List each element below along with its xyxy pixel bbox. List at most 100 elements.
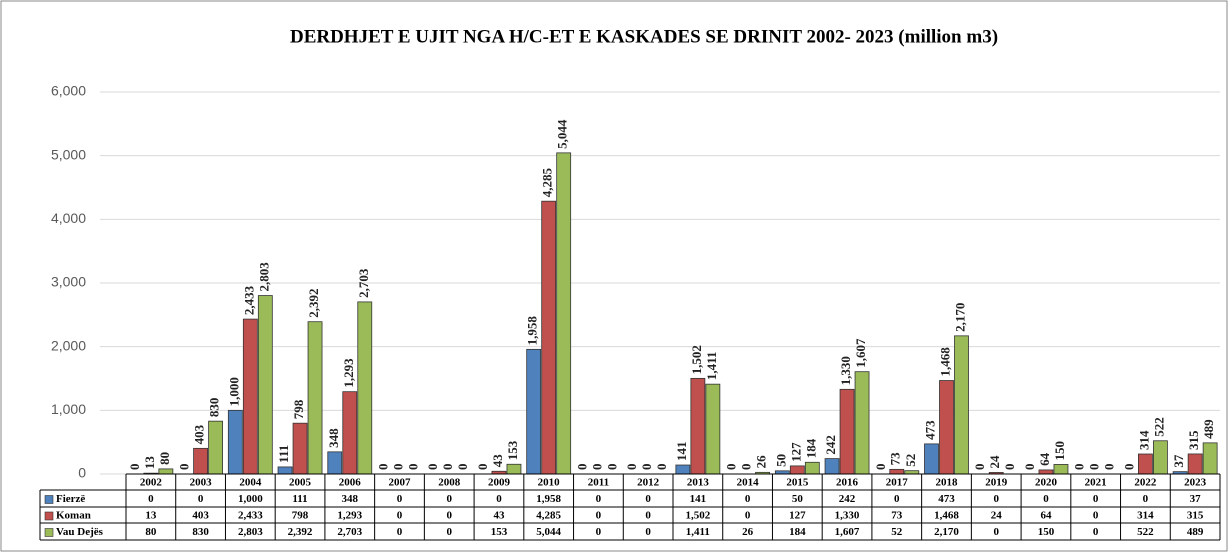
- data-label: 1,958: [525, 316, 540, 346]
- data-label: 2,433: [241, 285, 256, 315]
- table-cell: 0: [446, 493, 452, 505]
- data-label: 0: [425, 464, 440, 471]
- table-cell: 314: [1137, 510, 1154, 522]
- table-cell: 0: [645, 526, 651, 538]
- data-label: 830: [207, 398, 222, 418]
- bar: [257, 295, 273, 475]
- x-tick-label: 2017: [886, 477, 909, 489]
- table-cell: 184: [789, 526, 806, 538]
- data-label: 1,293: [341, 358, 356, 388]
- bar: [208, 420, 223, 475]
- table-cell: 52: [891, 526, 903, 538]
- x-tick-label: 2023: [1184, 477, 1207, 489]
- table-cell: 50: [792, 493, 804, 505]
- data-label: 0: [127, 464, 142, 471]
- x-tick-label: 2011: [588, 477, 609, 489]
- table-cell: 0: [496, 493, 502, 505]
- x-tick-label: 2006: [339, 477, 362, 489]
- data-label: 50: [773, 454, 788, 467]
- bar: [242, 318, 258, 475]
- table-cell: 5,044: [536, 526, 561, 538]
- bar: [1138, 453, 1153, 475]
- y-tick-label: 2,000: [51, 337, 86, 353]
- data-label: 0: [604, 464, 619, 471]
- data-label: 0: [1072, 464, 1087, 471]
- table-cell: 1,958: [536, 493, 561, 505]
- x-tick-label: 2004: [239, 477, 262, 489]
- table-cell: 242: [839, 493, 856, 505]
- data-label: 1,502: [689, 345, 704, 374]
- bar: [1038, 469, 1054, 475]
- table-cell: 489: [1187, 526, 1204, 538]
- data-label: 0: [654, 464, 669, 471]
- bar: [690, 377, 706, 475]
- table-cell: 4,285: [536, 510, 561, 522]
- data-label: 489: [1201, 419, 1216, 439]
- data-label: 2,392: [306, 288, 321, 317]
- data-label: 473: [922, 420, 937, 440]
- data-label: 5,044: [555, 119, 570, 149]
- table-cell: 830: [192, 526, 209, 538]
- table-cell: 37: [1190, 493, 1202, 505]
- table-cell: 80: [145, 526, 157, 538]
- bar: [357, 301, 373, 475]
- table-cell: 522: [1137, 526, 1154, 538]
- legend-key: [44, 495, 54, 504]
- bar: [292, 422, 308, 475]
- bar: [1053, 464, 1069, 475]
- data-label: 0: [1121, 464, 1136, 471]
- bar: [789, 465, 805, 475]
- table-cell: 0: [1093, 510, 1099, 522]
- data-label: 0: [405, 464, 420, 471]
- data-label: 37: [1171, 454, 1186, 468]
- data-label: 1,411: [704, 352, 719, 381]
- x-tick-label: 2007: [389, 477, 412, 489]
- data-label: 43: [490, 454, 505, 468]
- data-label: 150: [1052, 441, 1067, 461]
- data-label: 4,285: [540, 167, 555, 197]
- legend-label: Koman: [56, 510, 91, 522]
- table-cell: 0: [1043, 493, 1049, 505]
- bar: [342, 391, 358, 475]
- data-label: 0: [972, 464, 987, 471]
- x-tick-label: 2018: [936, 477, 959, 489]
- bar: [804, 461, 820, 475]
- bar: [1202, 442, 1218, 475]
- table-cell: 1,468: [934, 510, 959, 522]
- table-cell: 1,000: [238, 493, 263, 505]
- x-tick-label: 2008: [438, 477, 461, 489]
- legend-label: Vau Dejës: [56, 526, 104, 538]
- bar: [824, 458, 840, 475]
- table-cell: 403: [192, 510, 209, 522]
- x-tick-label: 2019: [985, 477, 1008, 489]
- table-cell: 0: [745, 493, 751, 505]
- table-cell: 0: [1093, 493, 1099, 505]
- bar: [839, 388, 855, 475]
- table-cell: 0: [645, 493, 651, 505]
- table-cell: 0: [745, 510, 751, 522]
- y-tick-label: 0: [78, 465, 86, 481]
- data-label: 153: [505, 440, 520, 460]
- data-label: 403: [192, 424, 207, 444]
- data-label: 0: [375, 464, 390, 471]
- x-tick-label: 2012: [637, 477, 660, 489]
- y-tick-label: 6,000: [51, 83, 86, 99]
- table-cell: 0: [596, 493, 602, 505]
- table-cell: 0: [596, 510, 602, 522]
- x-tick-label: 2014: [737, 477, 760, 489]
- data-label: 26: [754, 455, 769, 469]
- data-label: 798: [291, 399, 306, 419]
- table-cell: 0: [148, 493, 154, 505]
- table-cell: 64: [1040, 510, 1052, 522]
- x-tick-label: 2003: [190, 477, 213, 489]
- table-cell: 0: [1143, 493, 1149, 505]
- bar: [556, 152, 572, 475]
- table-cell: 2,703: [337, 526, 362, 538]
- data-label: 242: [823, 435, 838, 455]
- data-label: 0: [1087, 464, 1102, 471]
- x-tick-label: 2013: [687, 477, 710, 489]
- data-label: 0: [1002, 464, 1017, 471]
- bar: [227, 409, 243, 475]
- data-label: 0: [1022, 464, 1037, 471]
- y-tick-label: 3,000: [51, 274, 86, 290]
